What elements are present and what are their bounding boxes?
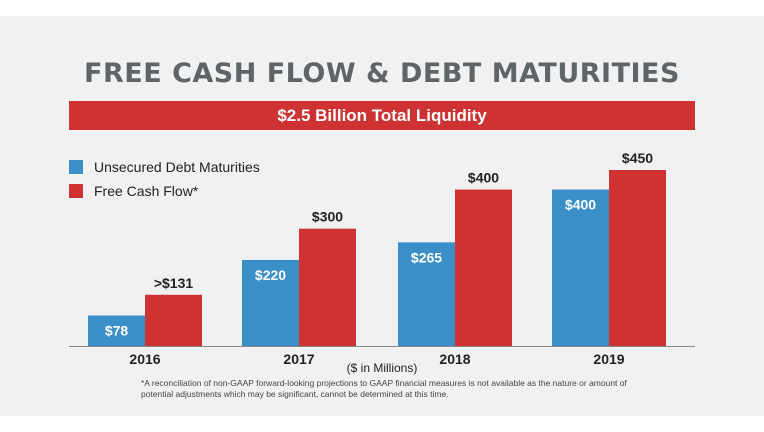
chart-bars: $78 >$131 $220 $300 $265 $400 $400 $450	[88, 150, 666, 346]
bar-2019-series-1	[609, 170, 666, 346]
bar-2019-series-0	[552, 189, 609, 346]
page-title: FREE CASH FLOW & DEBT MATURITIES	[84, 58, 680, 89]
bar-label-2017-series-1: $300	[312, 209, 343, 225]
bar-label-2019-series-0: $400	[565, 197, 596, 213]
legend-label-0: Unsecured Debt Maturities	[94, 159, 260, 175]
bar-2016-series-1	[145, 294, 202, 346]
x-tick-2018: 2018	[439, 351, 470, 367]
bar-2018-series-1	[455, 189, 512, 346]
legend-swatch-1	[69, 184, 83, 198]
bar-label-2016-series-0: $78	[105, 322, 129, 338]
x-axis-ticks: 2016 2017 2018 2019	[129, 351, 624, 367]
chart-legend: Unsecured Debt Maturities Free Cash Flow*	[69, 159, 260, 199]
bar-label-2018-series-1: $400	[468, 170, 499, 186]
bar-label-2018-series-0: $265	[411, 249, 442, 265]
x-tick-2016: 2016	[129, 351, 160, 367]
x-tick-2019: 2019	[593, 351, 624, 367]
bar-label-2017-series-0: $220	[255, 267, 286, 283]
footnote: *A reconciliation of non-GAAP forward-lo…	[141, 378, 627, 399]
bar-label-2016-series-1: >$131	[154, 275, 194, 291]
bar-2017-series-1	[299, 228, 356, 346]
bar-2017-series-0	[242, 259, 299, 346]
x-axis-label: ($ in Millions)	[347, 361, 418, 375]
bar-2016-series-0	[88, 315, 145, 346]
legend-swatch-0	[69, 160, 83, 174]
x-tick-2017: 2017	[283, 351, 314, 367]
legend-label-1: Free Cash Flow*	[94, 183, 199, 199]
bar-2018-series-0	[398, 242, 455, 346]
liquidity-banner: $2.5 Billion Total Liquidity	[69, 101, 695, 130]
bar-label-2019-series-1: $450	[622, 150, 653, 166]
